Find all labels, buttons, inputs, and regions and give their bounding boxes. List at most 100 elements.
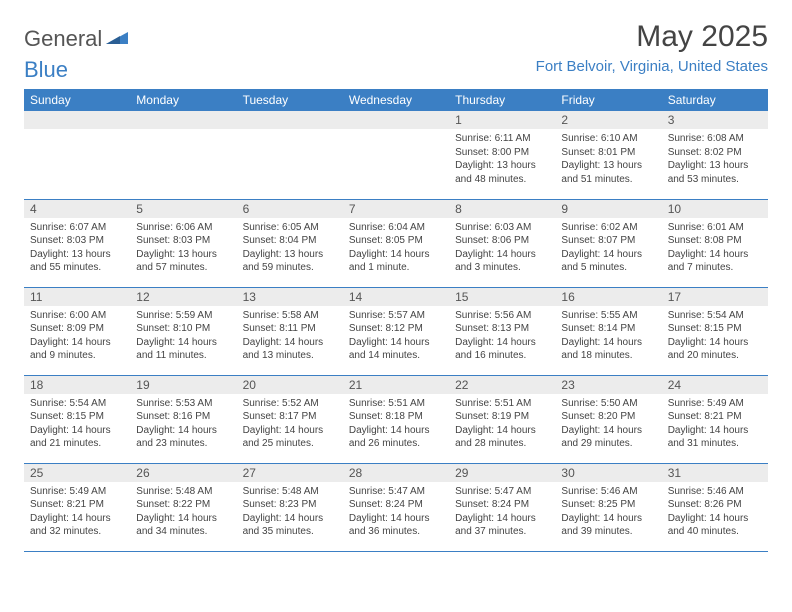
day-number: 2 [555,111,661,129]
day-number: 31 [662,464,768,482]
calendar-week-row: 25Sunrise: 5:49 AMSunset: 8:21 PMDayligh… [24,463,768,551]
calendar-day-cell [130,111,236,199]
calendar-day-cell: 25Sunrise: 5:49 AMSunset: 8:21 PMDayligh… [24,463,130,551]
day-details: Sunrise: 5:54 AMSunset: 8:15 PMDaylight:… [24,394,130,455]
weekday-header: Tuesday [237,89,343,111]
weekday-header: Thursday [449,89,555,111]
day-number: 3 [662,111,768,129]
day-details: Sunrise: 5:54 AMSunset: 8:15 PMDaylight:… [662,306,768,367]
day-details: Sunrise: 6:05 AMSunset: 8:04 PMDaylight:… [237,218,343,279]
weekday-header: Saturday [662,89,768,111]
day-number: 17 [662,288,768,306]
calendar-day-cell: 20Sunrise: 5:52 AMSunset: 8:17 PMDayligh… [237,375,343,463]
day-details: Sunrise: 5:48 AMSunset: 8:22 PMDaylight:… [130,482,236,543]
calendar-day-cell: 19Sunrise: 5:53 AMSunset: 8:16 PMDayligh… [130,375,236,463]
calendar-week-row: 18Sunrise: 5:54 AMSunset: 8:15 PMDayligh… [24,375,768,463]
weekday-header: Monday [130,89,236,111]
day-number [130,111,236,129]
day-number: 24 [662,376,768,394]
day-number: 14 [343,288,449,306]
day-number: 19 [130,376,236,394]
day-number [343,111,449,129]
day-details: Sunrise: 5:48 AMSunset: 8:23 PMDaylight:… [237,482,343,543]
day-details: Sunrise: 5:47 AMSunset: 8:24 PMDaylight:… [343,482,449,543]
day-details: Sunrise: 6:06 AMSunset: 8:03 PMDaylight:… [130,218,236,279]
title-block: May 2025 Fort Belvoir, Virginia, United … [536,20,768,75]
day-details: Sunrise: 5:53 AMSunset: 8:16 PMDaylight:… [130,394,236,455]
calendar-day-cell: 31Sunrise: 5:46 AMSunset: 8:26 PMDayligh… [662,463,768,551]
day-number: 29 [449,464,555,482]
day-number: 27 [237,464,343,482]
calendar-day-cell: 11Sunrise: 6:00 AMSunset: 8:09 PMDayligh… [24,287,130,375]
brand-word-1: General [24,26,102,52]
day-details: Sunrise: 5:49 AMSunset: 8:21 PMDaylight:… [24,482,130,543]
day-details: Sunrise: 5:59 AMSunset: 8:10 PMDaylight:… [130,306,236,367]
calendar-day-cell: 22Sunrise: 5:51 AMSunset: 8:19 PMDayligh… [449,375,555,463]
day-number: 13 [237,288,343,306]
day-details: Sunrise: 6:08 AMSunset: 8:02 PMDaylight:… [662,129,768,190]
day-details: Sunrise: 5:57 AMSunset: 8:12 PMDaylight:… [343,306,449,367]
day-details: Sunrise: 6:03 AMSunset: 8:06 PMDaylight:… [449,218,555,279]
day-number: 26 [130,464,236,482]
calendar-week-row: 4Sunrise: 6:07 AMSunset: 8:03 PMDaylight… [24,199,768,287]
calendar-day-cell: 17Sunrise: 5:54 AMSunset: 8:15 PMDayligh… [662,287,768,375]
calendar-day-cell: 13Sunrise: 5:58 AMSunset: 8:11 PMDayligh… [237,287,343,375]
day-details: Sunrise: 5:55 AMSunset: 8:14 PMDaylight:… [555,306,661,367]
calendar-day-cell: 26Sunrise: 5:48 AMSunset: 8:22 PMDayligh… [130,463,236,551]
day-details: Sunrise: 5:51 AMSunset: 8:19 PMDaylight:… [449,394,555,455]
calendar-day-cell: 4Sunrise: 6:07 AMSunset: 8:03 PMDaylight… [24,199,130,287]
day-details: Sunrise: 5:50 AMSunset: 8:20 PMDaylight:… [555,394,661,455]
calendar-day-cell [237,111,343,199]
day-details: Sunrise: 5:49 AMSunset: 8:21 PMDaylight:… [662,394,768,455]
day-number: 28 [343,464,449,482]
weekday-header: Friday [555,89,661,111]
day-details: Sunrise: 6:11 AMSunset: 8:00 PMDaylight:… [449,129,555,190]
day-number: 18 [24,376,130,394]
day-details [24,129,130,136]
calendar-day-cell: 3Sunrise: 6:08 AMSunset: 8:02 PMDaylight… [662,111,768,199]
day-number: 21 [343,376,449,394]
day-number: 4 [24,200,130,218]
calendar-day-cell [24,111,130,199]
calendar-day-cell: 28Sunrise: 5:47 AMSunset: 8:24 PMDayligh… [343,463,449,551]
calendar-day-cell: 1Sunrise: 6:11 AMSunset: 8:00 PMDaylight… [449,111,555,199]
day-number: 30 [555,464,661,482]
calendar-day-cell: 23Sunrise: 5:50 AMSunset: 8:20 PMDayligh… [555,375,661,463]
day-number: 10 [662,200,768,218]
calendar-day-cell: 14Sunrise: 5:57 AMSunset: 8:12 PMDayligh… [343,287,449,375]
day-number: 8 [449,200,555,218]
weekday-header: Sunday [24,89,130,111]
day-details [343,129,449,136]
calendar-day-cell: 5Sunrise: 6:06 AMSunset: 8:03 PMDaylight… [130,199,236,287]
calendar-week-row: 1Sunrise: 6:11 AMSunset: 8:00 PMDaylight… [24,111,768,199]
brand-word-2: Blue [24,57,68,83]
calendar-day-cell: 15Sunrise: 5:56 AMSunset: 8:13 PMDayligh… [449,287,555,375]
day-number: 1 [449,111,555,129]
calendar-day-cell: 9Sunrise: 6:02 AMSunset: 8:07 PMDaylight… [555,199,661,287]
day-number: 7 [343,200,449,218]
day-details: Sunrise: 6:10 AMSunset: 8:01 PMDaylight:… [555,129,661,190]
day-number: 11 [24,288,130,306]
calendar-head: SundayMondayTuesdayWednesdayThursdayFrid… [24,89,768,111]
day-number: 23 [555,376,661,394]
calendar-day-cell: 27Sunrise: 5:48 AMSunset: 8:23 PMDayligh… [237,463,343,551]
brand-triangle-icon [106,26,128,52]
brand-logo: General [24,26,128,52]
calendar-day-cell: 8Sunrise: 6:03 AMSunset: 8:06 PMDaylight… [449,199,555,287]
day-details: Sunrise: 6:01 AMSunset: 8:08 PMDaylight:… [662,218,768,279]
calendar-day-cell: 7Sunrise: 6:04 AMSunset: 8:05 PMDaylight… [343,199,449,287]
calendar-day-cell: 10Sunrise: 6:01 AMSunset: 8:08 PMDayligh… [662,199,768,287]
calendar-day-cell: 16Sunrise: 5:55 AMSunset: 8:14 PMDayligh… [555,287,661,375]
day-number: 12 [130,288,236,306]
calendar-day-cell: 12Sunrise: 5:59 AMSunset: 8:10 PMDayligh… [130,287,236,375]
day-details: Sunrise: 5:56 AMSunset: 8:13 PMDaylight:… [449,306,555,367]
calendar-day-cell: 30Sunrise: 5:46 AMSunset: 8:25 PMDayligh… [555,463,661,551]
month-title: May 2025 [536,20,768,54]
day-details: Sunrise: 5:46 AMSunset: 8:25 PMDaylight:… [555,482,661,543]
day-details: Sunrise: 5:46 AMSunset: 8:26 PMDaylight:… [662,482,768,543]
day-number: 20 [237,376,343,394]
calendar-day-cell: 2Sunrise: 6:10 AMSunset: 8:01 PMDaylight… [555,111,661,199]
calendar-day-cell: 24Sunrise: 5:49 AMSunset: 8:21 PMDayligh… [662,375,768,463]
day-number: 9 [555,200,661,218]
day-number [237,111,343,129]
